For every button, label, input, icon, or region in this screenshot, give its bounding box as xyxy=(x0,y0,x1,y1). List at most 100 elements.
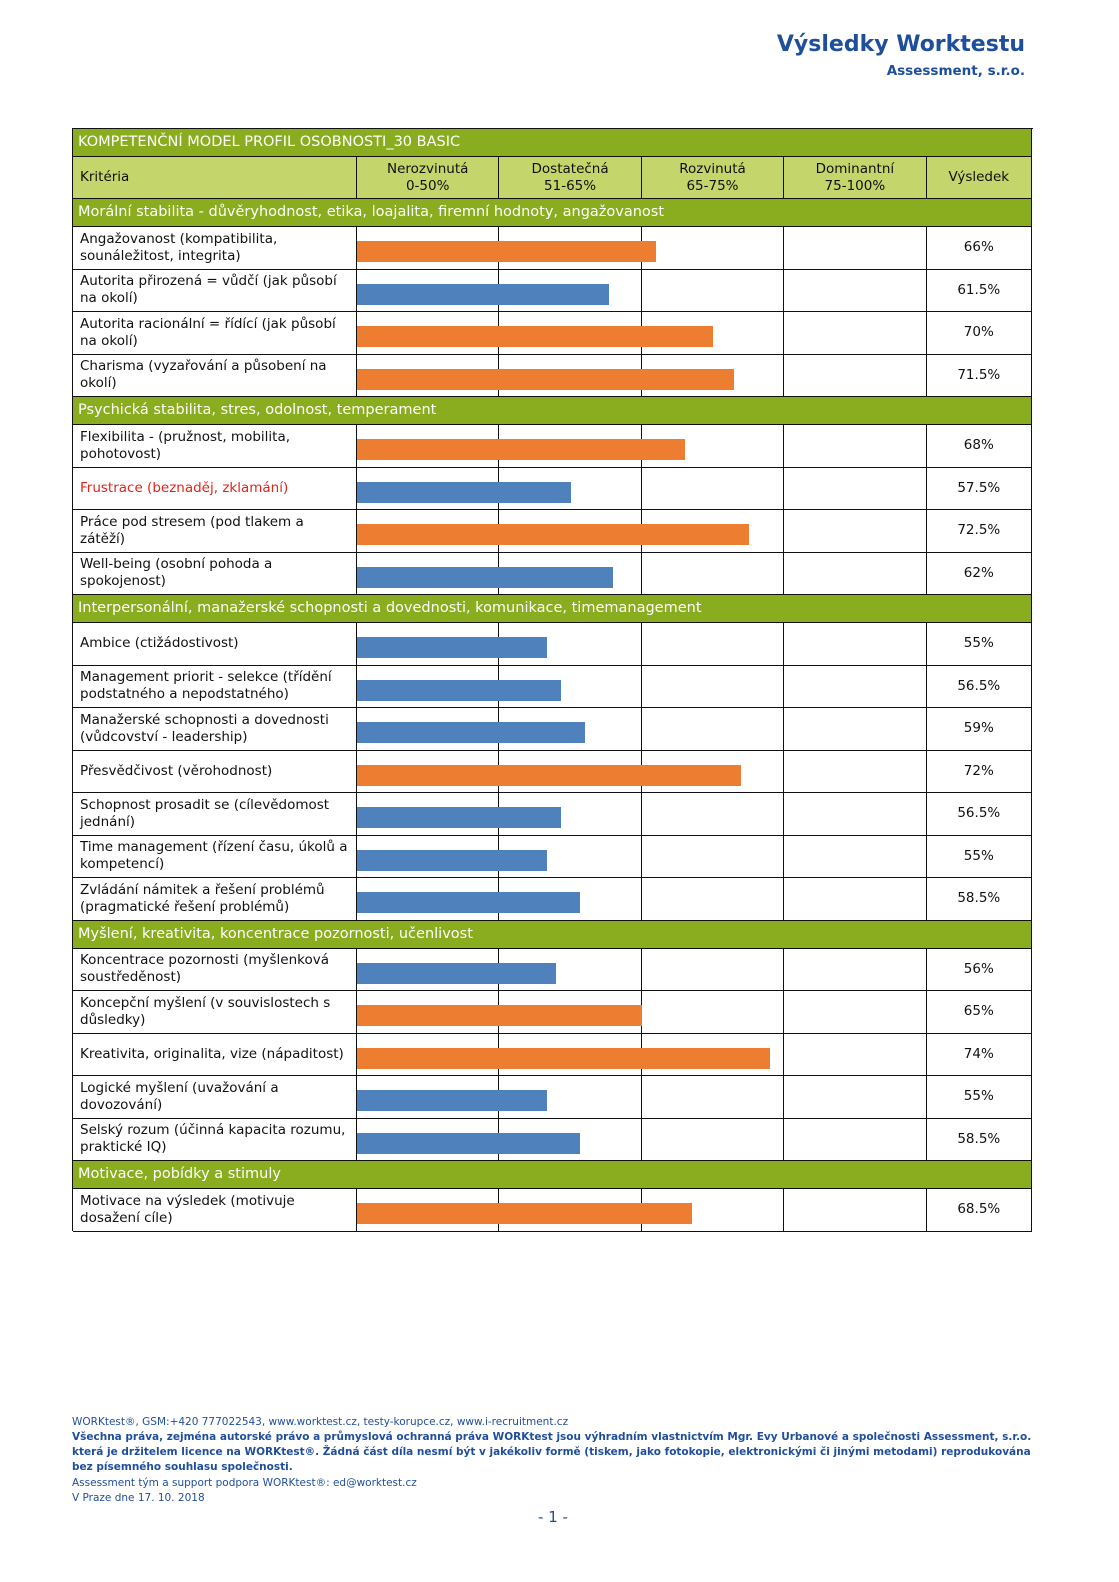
level-cell xyxy=(641,991,785,1034)
level-cell xyxy=(784,510,927,553)
score-bar xyxy=(357,962,557,984)
result-value: 62% xyxy=(926,552,1032,595)
level-cell xyxy=(641,354,785,397)
level-name: Dominantní xyxy=(815,160,895,177)
level-cell xyxy=(784,750,927,793)
level-cell xyxy=(641,948,785,991)
level-cell xyxy=(784,1033,927,1076)
criterion-label: Koncentrace pozornosti (myšlenková soust… xyxy=(73,948,357,991)
level-cell xyxy=(784,425,927,468)
score-bar xyxy=(357,1132,581,1154)
result-value: 71.5% xyxy=(926,354,1032,397)
criterion-label: Frustrace (beznaděj, zklamání) xyxy=(73,467,357,510)
level-cell xyxy=(499,269,642,312)
score-bar xyxy=(357,1047,770,1069)
level-header: Dostatečná 51-65% xyxy=(499,157,642,199)
criterion-label: Time management (řízení času, úkolů a ko… xyxy=(73,835,357,878)
level-name: Rozvinutá xyxy=(679,160,746,177)
level-cell xyxy=(784,835,927,878)
score-bar xyxy=(357,368,735,390)
result-value: 56.5% xyxy=(926,793,1032,836)
result-value: 74% xyxy=(926,1033,1032,1076)
level-cell xyxy=(499,552,642,595)
level-cell xyxy=(641,1033,785,1076)
level-cell xyxy=(499,708,642,751)
level-cell xyxy=(784,1189,927,1232)
result-value: 66% xyxy=(926,227,1032,270)
level-range: 75-100% xyxy=(824,177,886,194)
level-cell xyxy=(499,1118,642,1161)
level-cell xyxy=(784,991,927,1034)
score-bar xyxy=(357,439,685,460)
level-cell xyxy=(784,269,927,312)
result-value: 70% xyxy=(926,312,1032,355)
score-bar xyxy=(357,1005,642,1026)
level-cell xyxy=(641,425,785,468)
result-value: 61.5% xyxy=(926,269,1032,312)
level-cell xyxy=(641,269,785,312)
footer-date: V Praze dne 17. 10. 2018 xyxy=(72,1492,205,1504)
result-value: 58.5% xyxy=(926,878,1032,921)
level-cell xyxy=(784,312,927,355)
level-cell xyxy=(784,354,927,397)
criterion-label: Management priorit - selekce (třídění po… xyxy=(73,665,357,708)
level-cell xyxy=(784,665,927,708)
level-cell xyxy=(784,878,927,921)
criterion-label: Schopnost prosadit se (cílevědomost jedn… xyxy=(73,793,357,836)
criterion-label: Manažerské schopnosti a dovednosti (vůdc… xyxy=(73,708,357,751)
level-cell xyxy=(641,623,785,666)
result-value: 65% xyxy=(926,991,1032,1034)
footer-rights: Všechna práva, zejména autorské právo a … xyxy=(72,1431,1032,1473)
level-header: Nerozvinutá 0-50% xyxy=(357,157,500,199)
section-title: Motivace, pobídky a stimuly xyxy=(73,1161,1032,1189)
level-cell xyxy=(784,552,927,595)
result-value: 56% xyxy=(926,948,1032,991)
level-range: 65-75% xyxy=(686,177,739,194)
footer-support: Assessment tým a support podpora WORKtes… xyxy=(72,1477,417,1489)
level-cell xyxy=(641,793,785,836)
result-value: 57.5% xyxy=(926,467,1032,510)
result-value: 55% xyxy=(926,1076,1032,1119)
result-value: 55% xyxy=(926,623,1032,666)
level-cell xyxy=(641,510,785,553)
level-header: Dominantní 75-100% xyxy=(784,157,927,199)
level-cell xyxy=(641,665,785,708)
score-bar xyxy=(357,892,581,913)
level-cell xyxy=(499,948,642,991)
level-range: 0-50% xyxy=(405,177,450,194)
score-bar xyxy=(357,807,562,828)
result-value: 55% xyxy=(926,835,1032,878)
level-cell xyxy=(641,1118,785,1161)
result-value: 59% xyxy=(926,708,1032,751)
criterion-label: Motivace na výsledek (motivuje dosažení … xyxy=(73,1189,357,1232)
criterion-label: Přesvědčivost (věrohodnost) xyxy=(73,750,357,793)
result-value: 56.5% xyxy=(926,665,1032,708)
level-cell xyxy=(641,312,785,355)
score-bar xyxy=(357,679,562,701)
level-range: 51-65% xyxy=(544,177,597,194)
score-bar xyxy=(357,764,742,786)
level-header: Rozvinutá 65-75% xyxy=(641,157,785,199)
level-cell xyxy=(784,227,927,270)
section-title: Myšlení, kreativita, koncentrace pozorno… xyxy=(73,920,1032,949)
level-cell xyxy=(641,708,785,751)
level-cell xyxy=(784,948,927,991)
level-cell xyxy=(641,1076,785,1119)
level-cell xyxy=(499,623,642,666)
score-bar xyxy=(357,326,713,347)
score-bar xyxy=(357,481,571,503)
score-bar xyxy=(357,566,614,588)
level-cell xyxy=(784,1118,927,1161)
level-cell xyxy=(499,467,642,510)
level-cell xyxy=(641,552,785,595)
level-cell xyxy=(499,835,642,878)
result-header: Výsledek xyxy=(926,157,1032,199)
competency-table: KOMPETENČNÍ MODEL PROFIL OSOBNOSTI_30 BA… xyxy=(72,128,1033,1232)
footer-contact: WORKtest®, GSM:+420 777022543, www.workt… xyxy=(72,1416,569,1428)
level-cell xyxy=(499,878,642,921)
table-title: KOMPETENČNÍ MODEL PROFIL OSOBNOSTI_30 BA… xyxy=(73,129,1032,157)
score-bar xyxy=(357,241,657,262)
level-cell xyxy=(784,623,927,666)
